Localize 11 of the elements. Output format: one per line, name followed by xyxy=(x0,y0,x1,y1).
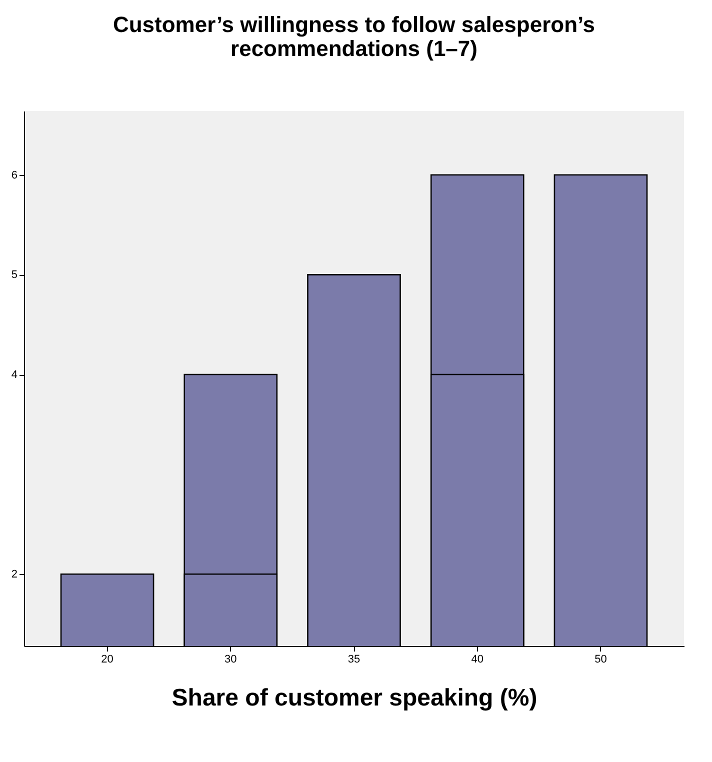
x-tick-label: 40 xyxy=(471,654,484,666)
chart-title: Customer’s willingness to follow salesperon’s recommendations (1–7) xyxy=(112,12,596,61)
x-tick-label: 50 xyxy=(594,654,607,666)
x-tick-label: 35 xyxy=(348,654,360,666)
x-tick-label: 30 xyxy=(224,654,237,666)
x-tick-label: 20 xyxy=(101,654,114,666)
y-tick-label: 5 xyxy=(11,269,18,282)
y-tick-label: 6 xyxy=(11,169,18,182)
y-tick-label: 2 xyxy=(11,568,18,581)
y-tick-label: 4 xyxy=(11,369,18,382)
x-axis-title: Share of customer speaking (%) xyxy=(172,684,538,712)
